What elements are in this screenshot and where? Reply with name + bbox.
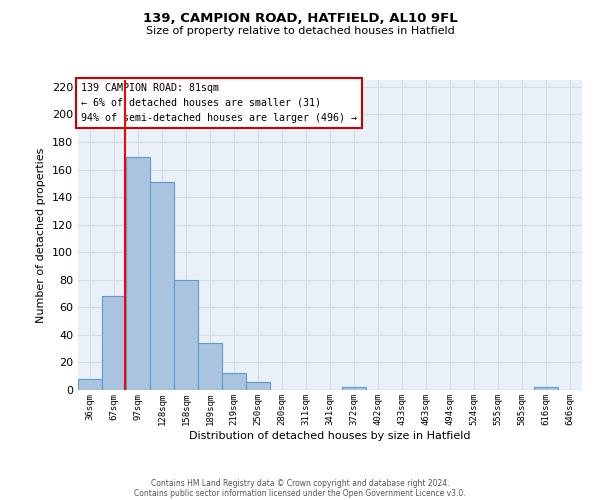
Text: Contains public sector information licensed under the Open Government Licence v3: Contains public sector information licen… (134, 488, 466, 498)
Text: 139, CAMPION ROAD, HATFIELD, AL10 9FL: 139, CAMPION ROAD, HATFIELD, AL10 9FL (143, 12, 457, 26)
Bar (126, 157, 150, 390)
Bar (78, 379, 102, 390)
Bar (222, 374, 246, 390)
Bar (246, 382, 270, 390)
Text: Contains HM Land Registry data © Crown copyright and database right 2024.: Contains HM Land Registry data © Crown c… (151, 478, 449, 488)
Bar (102, 296, 126, 390)
Text: 139 CAMPION ROAD: 81sqm
← 6% of detached houses are smaller (31)
94% of semi-det: 139 CAMPION ROAD: 81sqm ← 6% of detached… (80, 83, 356, 122)
Y-axis label: Number of detached properties: Number of detached properties (37, 148, 46, 322)
Bar (342, 387, 366, 390)
X-axis label: Distribution of detached houses by size in Hatfield: Distribution of detached houses by size … (189, 430, 471, 440)
Bar (198, 343, 222, 390)
Bar (174, 280, 198, 390)
Bar (534, 387, 558, 390)
Text: Size of property relative to detached houses in Hatfield: Size of property relative to detached ho… (146, 26, 454, 36)
Bar (150, 182, 174, 390)
